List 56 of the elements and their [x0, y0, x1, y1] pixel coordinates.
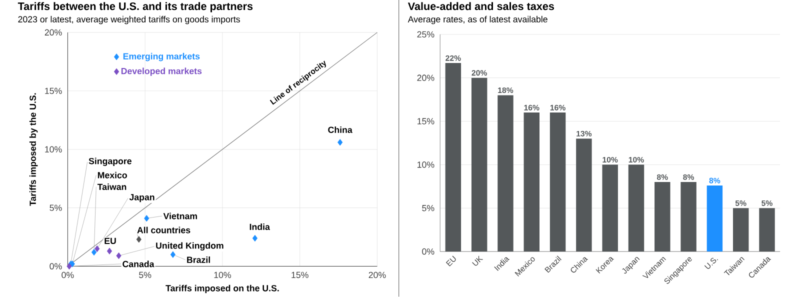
y-tick-label: 10%	[45, 146, 62, 153]
bar	[576, 138, 592, 252]
y-tick-label: 20%	[417, 74, 434, 82]
y-tick-label: 15%	[418, 118, 434, 124]
annotation: China	[328, 126, 352, 134]
bar	[498, 95, 514, 252]
annotation: Japan	[129, 194, 154, 202]
x-tick-label: 0%	[62, 272, 74, 278]
x-tick-label: 20%	[368, 272, 386, 278]
y-tick-label: 25%	[417, 31, 434, 38]
annotation: Singapore	[88, 158, 132, 166]
bar	[602, 164, 618, 252]
bar	[706, 186, 723, 252]
annotation: All countries	[137, 226, 190, 234]
y-tick-label: 0%	[422, 248, 434, 255]
point	[66, 263, 72, 270]
x-tick-label: 15%	[292, 272, 308, 278]
point	[116, 252, 122, 260]
legend-label: Developed markets	[121, 68, 202, 76]
point	[338, 139, 343, 146]
x-tick-label: 10%	[214, 272, 231, 278]
annotation: India	[250, 224, 270, 230]
bar	[759, 208, 775, 252]
bar	[445, 63, 462, 252]
x-axis-title: Tariffs imposed on the U.S.	[166, 284, 279, 294]
annotation: Mexico	[98, 172, 127, 178]
y-tick-label: 5%	[422, 205, 434, 212]
annotation: Taiwan	[97, 184, 126, 190]
point	[170, 251, 176, 258]
chart-title: Tariffs between the U.S. and its trade partners	[18, 2, 253, 12]
bar	[550, 112, 566, 252]
y-tick-label: 5%	[50, 204, 62, 212]
bar	[471, 78, 488, 252]
bar	[524, 112, 540, 252]
bar	[680, 182, 696, 252]
point	[144, 215, 150, 222]
point	[252, 234, 258, 242]
annotation: Vietnam	[163, 212, 197, 220]
point	[136, 236, 142, 243]
legend-label: Emerging markets	[123, 53, 200, 62]
y-axis-title: Tariffs imposed by the U.S.	[29, 93, 38, 206]
x-tick-label: 5%	[139, 272, 152, 278]
point	[94, 246, 100, 252]
y-tick-label: 20%	[44, 29, 62, 36]
y-tick-label: 10%	[418, 162, 434, 168]
point	[91, 249, 97, 256]
y-tick-label: 15%	[45, 88, 62, 94]
annotation: EU	[104, 238, 116, 244]
bar	[628, 164, 644, 252]
bar	[732, 208, 749, 252]
chart-subtitle: 2023 or latest, average weighted tariffs on goods imports	[18, 16, 240, 24]
chart-title: Value-added and sales taxes	[408, 2, 554, 10]
bar	[654, 182, 670, 252]
chart-subtitle: Average rates, as of latest available	[408, 16, 548, 24]
annotation: United Kingdom	[156, 242, 224, 251]
point	[106, 248, 112, 255]
